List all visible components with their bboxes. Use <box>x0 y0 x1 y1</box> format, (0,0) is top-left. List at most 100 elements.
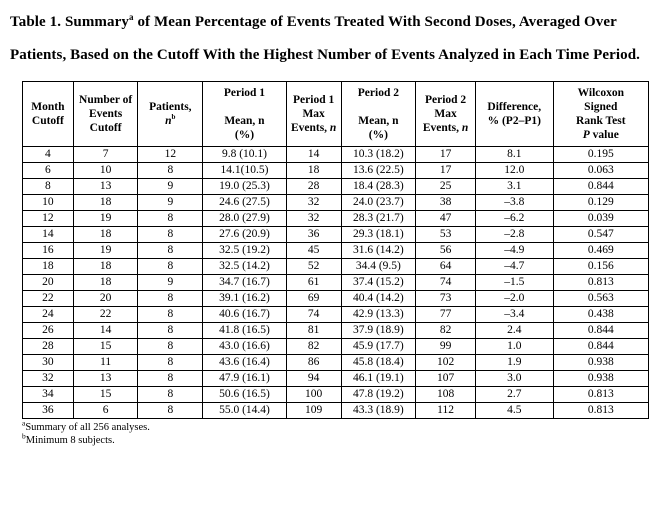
table-cell: 32 <box>22 370 74 387</box>
table-cell: 10 <box>72 162 139 179</box>
table-cell: 73 <box>415 290 476 307</box>
table-cell: 30 <box>22 354 74 371</box>
table-cell: 52 <box>285 258 342 275</box>
table-cell: 9 <box>137 178 204 195</box>
table-cell: 47.8 (19.2) <box>340 386 417 403</box>
table-cell: 1.9 <box>474 354 554 371</box>
table-cell: –3.4 <box>474 306 554 323</box>
column-header-events-cutoff: Number of Events Cutoff <box>72 81 139 147</box>
table-cell: 0.844 <box>552 178 650 195</box>
table-row: 28 15 8 43.0 (16.6) 82 45.9 (17.7) 99 1.0 0.844 <box>22 338 650 355</box>
table-cell: 7 <box>72 146 139 163</box>
table-cell: 9 <box>137 194 204 211</box>
table-cell: 18 <box>72 226 139 243</box>
header-row: Month Cutoff Number of Events Cutoff Patie… <box>22 81 650 147</box>
table-cell: 2.7 <box>474 386 554 403</box>
column-header-period1-max-events: Period 1 Max Events, n <box>285 81 342 147</box>
table-cell: 36 <box>285 226 342 243</box>
table-cell: 77 <box>415 306 476 323</box>
table-cell: 56 <box>415 242 476 259</box>
table-cell: 40.4 (14.2) <box>340 290 417 307</box>
table-cell: 8.1 <box>474 146 554 163</box>
table-cell: 8 <box>137 370 204 387</box>
table-cell: 0.844 <box>552 338 650 355</box>
table-cell: 32.5 (14.2) <box>202 258 287 275</box>
table-cell: 94 <box>285 370 342 387</box>
table-cell: 24.6 (27.5) <box>202 194 287 211</box>
table-row: 6 10 8 14.1(10.5) 18 13.6 (22.5) 17 12.0 0.063 <box>22 162 650 179</box>
table-cell: 18 <box>72 194 139 211</box>
footnotes: aSummary of all 256 analyses. bMinimum 8… <box>22 419 649 447</box>
table-cell: 14 <box>285 146 342 163</box>
table-title-suffix: of Mean Percentage of Events Treated Wit… <box>10 14 641 63</box>
table-cell: 0.129 <box>552 194 650 211</box>
table-row: 8 13 9 19.0 (25.3) 28 18.4 (28.3) 25 3.1 0.844 <box>22 178 650 195</box>
table-cell: 99 <box>415 338 476 355</box>
table-cell: 102 <box>415 354 476 371</box>
table-cell: 28 <box>285 178 342 195</box>
table-cell: –2.8 <box>474 226 554 243</box>
table-cell: 37.9 (18.9) <box>340 322 417 339</box>
table-cell: 38 <box>415 194 476 211</box>
table-cell: 109 <box>285 402 342 419</box>
table-cell: 74 <box>285 306 342 323</box>
table-cell: 32.5 (19.2) <box>202 242 287 259</box>
table-cell: 0.195 <box>552 146 650 163</box>
table-cell: –4.9 <box>474 242 554 259</box>
table-cell: 8 <box>137 386 204 403</box>
table-cell: 0.844 <box>552 322 650 339</box>
summary-table: Month Cutoff Number of Events Cutoff Patie… <box>22 81 650 419</box>
table-cell: 8 <box>137 402 204 419</box>
table-title-superscript: a <box>128 12 134 22</box>
table-cell: 9.8 (10.1) <box>202 146 287 163</box>
table-cell: 17 <box>415 146 476 163</box>
table-cell: 12 <box>22 210 74 227</box>
table-cell: 6 <box>22 162 74 179</box>
table-cell: 100 <box>285 386 342 403</box>
table-cell: 10 <box>22 194 74 211</box>
table-cell: 39.1 (16.2) <box>202 290 287 307</box>
table-cell: 17 <box>415 162 476 179</box>
table-row: 26 14 8 41.8 (16.5) 81 37.9 (18.9) 82 2.4 0.844 <box>22 322 650 339</box>
table-cell: 34 <box>22 386 74 403</box>
table-cell: 18.4 (28.3) <box>340 178 417 195</box>
table-cell: –2.0 <box>474 290 554 307</box>
table-cell: 0.813 <box>552 274 650 291</box>
table-row: 14 18 8 27.6 (20.9) 36 29.3 (18.1) 53 –2.8 0.547 <box>22 226 650 243</box>
table-cell: 8 <box>137 290 204 307</box>
table-cell: 50.6 (16.5) <box>202 386 287 403</box>
footnote-a: aSummary of all 256 analyses. <box>22 419 649 434</box>
table-cell: 64 <box>415 258 476 275</box>
table-cell: 27.6 (20.9) <box>202 226 287 243</box>
table-cell: 107 <box>415 370 476 387</box>
table-cell: 32 <box>285 194 342 211</box>
table-row: 20 18 9 34.7 (16.7) 61 37.4 (15.2) 74 –1.5 0.813 <box>22 274 650 291</box>
table-title: Table 1. Summarya of Mean Percentage of … <box>10 6 656 72</box>
table-cell: 45.8 (18.4) <box>340 354 417 371</box>
table-row: 4 7 12 9.8 (10.1) 14 10.3 (18.2) 17 8.1 0.195 <box>22 146 650 163</box>
table-cell: 8 <box>137 306 204 323</box>
table-cell: –1.5 <box>474 274 554 291</box>
table-cell: 43.6 (16.4) <box>202 354 287 371</box>
column-header-wilcoxon-p: Wilcoxon Signed Rank Test P value <box>552 81 650 147</box>
table-cell: –6.2 <box>474 210 554 227</box>
table-cell: 0.156 <box>552 258 650 275</box>
table-cell: 3.1 <box>474 178 554 195</box>
table-row: 16 19 8 32.5 (19.2) 45 31.6 (14.2) 56 –4.9 0.469 <box>22 242 650 259</box>
table-cell: 3.0 <box>474 370 554 387</box>
table-cell: 9 <box>137 274 204 291</box>
footnote-b-text: Minimum 8 subjects. <box>25 435 115 446</box>
table-cell: 34.7 (16.7) <box>202 274 287 291</box>
table-cell: 0.438 <box>552 306 650 323</box>
table-cell: –4.7 <box>474 258 554 275</box>
table-cell: 28.3 (21.7) <box>340 210 417 227</box>
table-cell: 6 <box>72 402 139 419</box>
table-cell: 40.6 (16.7) <box>202 306 287 323</box>
table-cell: 86 <box>285 354 342 371</box>
table-cell: 8 <box>137 258 204 275</box>
column-header-period2-mean: Period 2 Mean, n (%) <box>340 81 417 147</box>
column-header-month-cutoff: Month Cutoff <box>22 81 74 147</box>
table-title-prefix: Table 1. Summary <box>10 14 129 30</box>
table-cell: 0.469 <box>552 242 650 259</box>
